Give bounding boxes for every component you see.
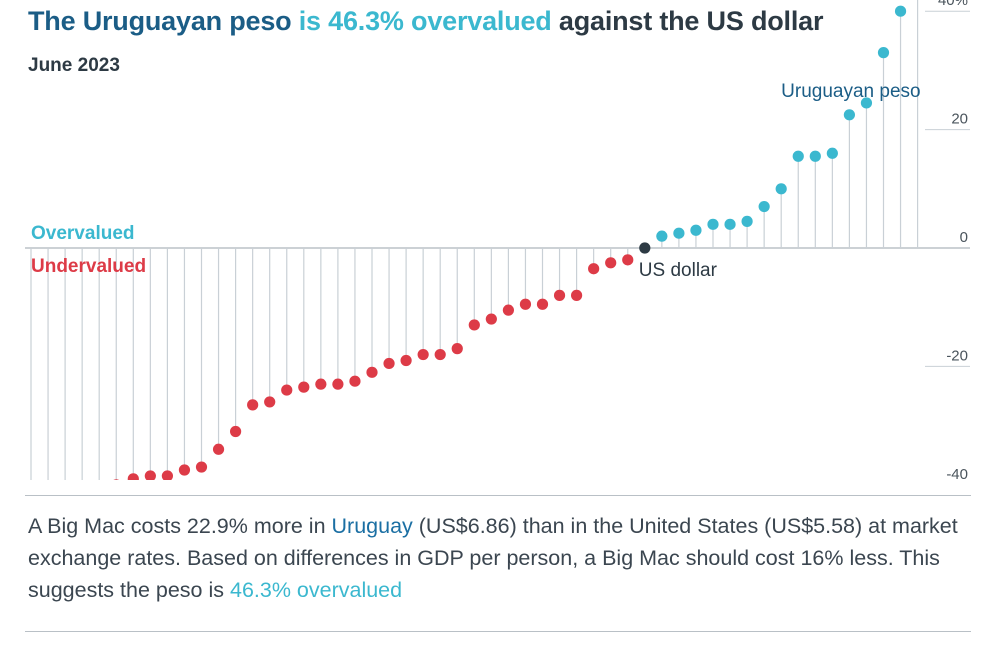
data-point-47 [826, 147, 838, 159]
note-text-2: (US$6.86) than in the United States (US$… [28, 514, 958, 602]
uruguayan-peso-label: Uruguayan peso [781, 81, 920, 102]
data-point-31 [553, 289, 566, 301]
chart-subtitle: June 2023 [28, 55, 120, 76]
chart-headline: The Uruguayan peso is 46.3% overvalued a… [28, 6, 823, 37]
undervalued-label: Undervalued [31, 256, 146, 277]
data-point-10 [195, 461, 208, 473]
data-point-26 [468, 319, 480, 331]
chart-labels: Overvalued Undervalued US dollar Uruguay… [31, 81, 921, 281]
y-tick-label-2: 0 [960, 229, 968, 246]
data-point-41 [724, 218, 736, 230]
data-point-35 [622, 254, 634, 266]
data-point-39 [690, 224, 702, 236]
data-point-22 [400, 354, 412, 367]
data-point-25 [451, 343, 463, 355]
data-point-46 [809, 150, 821, 162]
data-point-21 [383, 357, 395, 370]
lollipop-stems [30, 0, 919, 480]
data-point-7 [144, 470, 156, 480]
data-point-6 [127, 473, 139, 480]
note-text-1: A Big Mac costs 22.9% more in [28, 514, 332, 538]
data-point-16 [298, 381, 310, 393]
data-point-50 [877, 47, 890, 59]
grid-lines: 40%200-20-40-60 [25, 0, 970, 480]
data-point-12 [230, 425, 242, 438]
y-tick-label-0: 40% [938, 0, 968, 9]
data-point-5 [113, 479, 120, 480]
note-country-link[interactable]: Uruguay [331, 514, 413, 538]
data-point-33 [588, 263, 600, 275]
data-point-30 [536, 298, 549, 310]
data-point-42 [741, 215, 753, 227]
valuation-chart: 40%200-20-40-60 Overvalued Undervalued U… [25, 0, 970, 480]
data-point-44 [775, 183, 787, 195]
headline-part-3: against the US dollar [551, 6, 824, 36]
data-point-43 [758, 200, 770, 213]
data-point-28 [502, 304, 514, 316]
data-point-48 [843, 109, 856, 121]
data-point-38 [673, 227, 685, 239]
data-point-14 [264, 396, 276, 408]
data-point-8 [161, 470, 173, 480]
us-dollar-label: US dollar [639, 260, 718, 281]
overvalued-label: Overvalued [31, 223, 135, 244]
explanation-note: A Big Mac costs 22.9% more in Uruguay (U… [28, 510, 958, 606]
data-point-34 [605, 257, 617, 269]
y-tick-label-4: -40 [946, 466, 968, 480]
lollipop-dots [113, 5, 907, 480]
data-point-9 [178, 464, 191, 476]
data-point-23 [417, 348, 429, 361]
data-point-11 [212, 443, 225, 455]
y-tick-label-1: 20 [951, 111, 968, 128]
divider-bottom [25, 631, 971, 632]
data-point-18 [332, 378, 344, 390]
data-point-24 [434, 348, 446, 361]
data-point-36 [639, 242, 651, 254]
headline-highlight: is 46.3% overvalued [298, 6, 552, 36]
data-point-40 [707, 218, 719, 230]
data-point-13 [247, 399, 259, 411]
headline-part-1: The Uruguayan peso [28, 6, 299, 36]
y-tick-label-3: -20 [946, 347, 968, 364]
data-point-29 [519, 298, 532, 310]
data-point-49 [860, 97, 873, 109]
data-point-20 [366, 366, 378, 378]
data-point-45 [792, 150, 804, 162]
data-point-15 [281, 384, 293, 396]
data-point-51 [894, 5, 907, 17]
data-point-27 [485, 313, 497, 325]
divider-top [25, 495, 971, 496]
data-point-32 [571, 289, 583, 301]
note-overvalued: 46.3% overvalued [229, 578, 403, 602]
data-point-37 [656, 230, 668, 242]
data-point-19 [349, 375, 361, 387]
data-point-17 [315, 378, 327, 390]
